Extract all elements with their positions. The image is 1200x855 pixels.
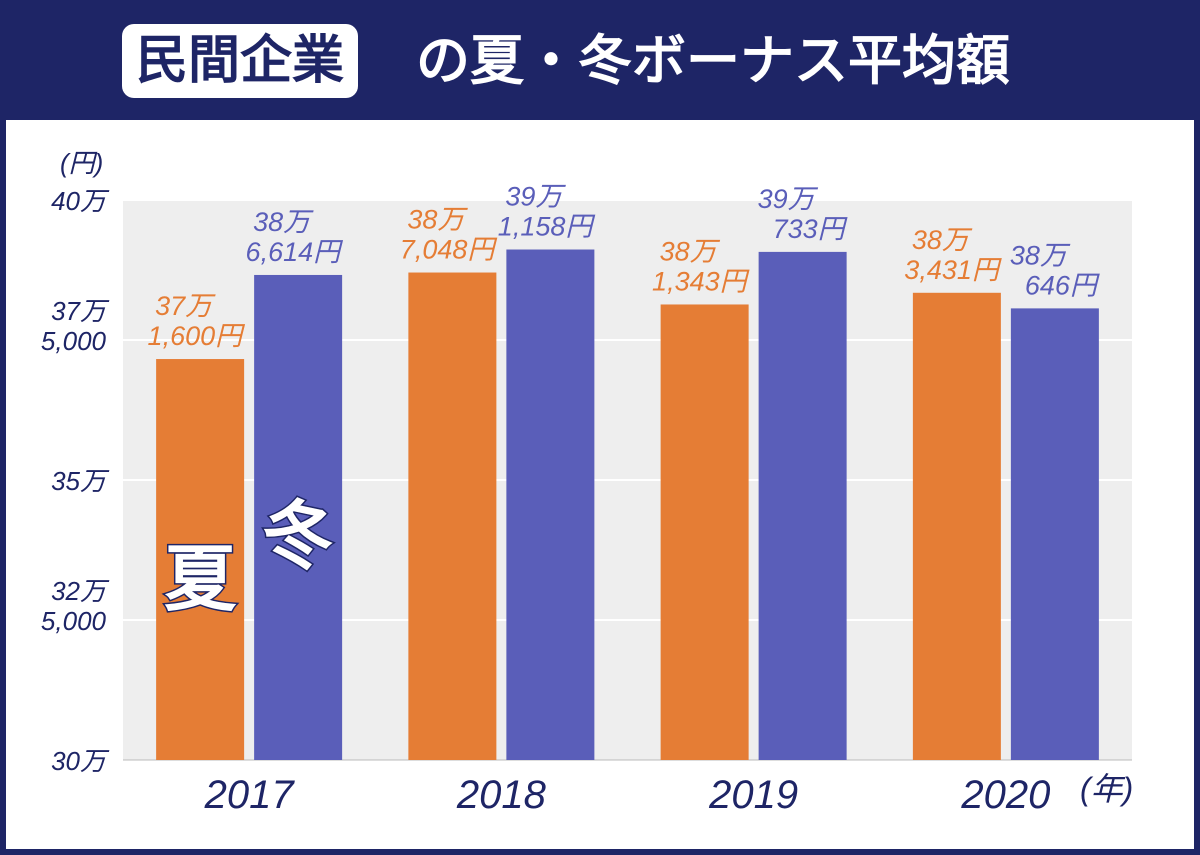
winter-bar-2017 xyxy=(254,274,343,760)
summer-bar-2017 xyxy=(156,359,245,760)
x-tick-label: 2020 xyxy=(960,773,1050,817)
summer-series-label: 夏 xyxy=(164,537,237,621)
y-tick-label: 40万 xyxy=(51,186,110,216)
summer-value-label-2020: 38万 3,431円 xyxy=(904,225,1002,285)
summer-bar-2020 xyxy=(912,292,1001,760)
x-tick-label: 2019 xyxy=(708,773,798,817)
winter-value-label-2018: 39万 1,158円 xyxy=(498,182,596,242)
summer-bar-2018 xyxy=(408,272,497,760)
x-tick-label: 2018 xyxy=(456,773,547,817)
y-tick-label: 30万 xyxy=(51,746,110,776)
summer-value-label-2019: 38万 1,343円 xyxy=(652,236,750,296)
summer-value-label-2018: 38万 7,048円 xyxy=(400,205,498,265)
winter-value-label-2019: 39万 733円 xyxy=(758,184,848,244)
y-tick-label: 32万 5,000 xyxy=(41,576,110,636)
winter-value-label-2020: 38万 646円 xyxy=(1010,240,1100,300)
title-badge: 民間企業 xyxy=(122,24,359,98)
summer-value-label-2017: 37万 1,600円 xyxy=(148,291,246,351)
page-title: の夏・冬ボーナス平均額 xyxy=(416,29,1010,92)
winter-bar-2020 xyxy=(1010,308,1099,760)
winter-bar-2018 xyxy=(506,249,595,760)
winter-value-label-2017: 38万 6,614円 xyxy=(246,207,344,267)
y-tick-label: 35万 xyxy=(51,466,110,496)
summer-bar-2019 xyxy=(660,304,749,760)
x-tick-label: 2017 xyxy=(204,773,296,817)
y-tick-label: 37万 5,000 xyxy=(41,296,110,356)
y-axis-unit: (円) xyxy=(60,148,103,178)
x-axis-unit: (年) xyxy=(1080,771,1133,807)
winter-bar-2019 xyxy=(758,251,847,760)
header-banner: 民間企業 の夏・冬ボーナス平均額 xyxy=(0,0,1200,120)
